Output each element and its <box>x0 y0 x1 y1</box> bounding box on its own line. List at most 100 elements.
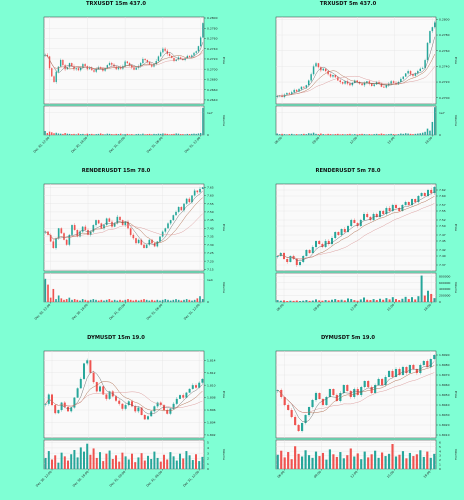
volume-bar <box>92 448 95 469</box>
moving-average-line <box>277 36 435 97</box>
volume-bar <box>106 133 109 135</box>
candle-body <box>195 51 197 53</box>
volume-bar <box>111 134 113 135</box>
volume-bar <box>60 298 63 302</box>
volume-tick-label: 1 <box>207 462 209 466</box>
x-tick-label: 18:00 <box>423 470 432 479</box>
volume-bar <box>286 301 289 302</box>
chart-title: RENDERUSDT 5m 78.0 <box>315 168 381 174</box>
volume-bar <box>331 299 333 302</box>
candle-body <box>71 225 73 235</box>
chart-panel: TRXUSDT 15m 437.0 0.2640 0.2660 0.2680 0.270… <box>0 0 232 166</box>
candle-body <box>99 386 101 392</box>
candle-body <box>302 256 305 262</box>
chart-panel: DYMUSDT 15m 19.0 1.802 1.804 1.806 1.808 1.81… <box>0 334 232 500</box>
volume-bar <box>113 299 116 302</box>
candle-body <box>135 238 137 244</box>
candle-body <box>411 199 413 205</box>
candle-body <box>426 42 429 61</box>
x-tick-label: 09:00 <box>313 470 322 479</box>
volume-bar <box>314 451 318 469</box>
volume-bar <box>191 133 193 135</box>
candle-body <box>400 78 402 83</box>
candle-body <box>388 208 391 211</box>
x-tick-label: Dec 31, 12:00 <box>184 136 202 154</box>
volume-bar <box>79 134 82 135</box>
candle-body <box>59 59 62 67</box>
candle-body <box>77 68 80 71</box>
price-tick-label: 0.2660 <box>207 88 218 92</box>
price-tick-label: 1.8020 <box>439 423 450 427</box>
volume-bar <box>124 134 126 135</box>
volume-bar <box>188 299 191 302</box>
volume-bar <box>197 133 200 135</box>
candle-body <box>420 193 423 196</box>
candle-body <box>73 66 75 70</box>
volume-bar <box>310 133 312 135</box>
volume-bar <box>53 133 55 135</box>
volume-bar <box>48 131 51 135</box>
candle-body <box>342 385 345 393</box>
volume-bar <box>299 301 301 302</box>
volume-bar <box>404 296 407 302</box>
x-tick-label: 06:00 <box>276 303 285 312</box>
candle-body <box>290 410 293 417</box>
candle-body <box>414 199 417 202</box>
candle-body <box>175 59 177 62</box>
candle-body <box>201 378 204 383</box>
volume-tick-label: 0 <box>439 300 441 304</box>
chart-panel: TRXUSDT 5m 437.0 0.2700 0.2720 0.2740 0.2760… <box>232 0 464 166</box>
price-tick-label: 0.2760 <box>207 37 218 41</box>
candle-body <box>412 365 415 369</box>
volume-bar <box>199 132 202 135</box>
volume-bar <box>62 133 64 135</box>
x-tick-label: 12:00 <box>349 136 358 145</box>
volume-bar <box>356 134 358 135</box>
volume-bar <box>315 299 317 302</box>
candle-body <box>417 196 420 202</box>
volume-bar <box>420 275 423 302</box>
volume-bar <box>281 133 283 135</box>
volume-bar <box>49 297 52 302</box>
volume-bar <box>99 452 101 469</box>
price-tick-label: 7.52 <box>439 218 446 222</box>
volume-bar <box>412 456 415 469</box>
candle-body <box>191 55 193 57</box>
price-tick-label: 0.2720 <box>439 80 450 84</box>
volume-bar <box>86 443 89 469</box>
candle-body <box>57 228 60 239</box>
moving-average-line <box>45 213 203 240</box>
volume-bar <box>391 444 394 469</box>
price-tick-label: 0.2800 <box>207 16 218 20</box>
price-tick-label: 7.35 <box>207 235 214 239</box>
volume-bar <box>289 300 292 302</box>
volume-bar <box>414 133 417 135</box>
volume-bar <box>179 134 182 135</box>
volume-bar <box>433 453 436 469</box>
price-tick-label: 7.65 <box>207 185 214 189</box>
candle-body <box>419 68 421 72</box>
volume-bar <box>93 134 95 135</box>
candle-body <box>346 81 349 84</box>
candlestick-chart: 7.37 7.40 7.42 7.45 7.47 7.50 7.52 7.55 7.57 7.60… <box>275 183 458 312</box>
moving-average-line <box>45 190 203 245</box>
price-axis-label: Price <box>222 391 226 398</box>
volume-bar <box>339 452 342 469</box>
volume-bar <box>89 454 92 469</box>
candle-body <box>157 56 160 62</box>
volume-bar <box>402 133 405 135</box>
volume-bar <box>168 134 171 135</box>
volume-bar <box>171 134 173 135</box>
volume-bar <box>172 299 175 302</box>
volume-bar <box>283 300 285 302</box>
volume-bar <box>91 133 93 135</box>
volume-bar <box>356 453 359 469</box>
candle-body <box>95 220 97 226</box>
price-tick-label: 1.808 <box>207 396 216 400</box>
candle-body <box>407 202 410 205</box>
price-tick-label: 7.30 <box>207 243 214 247</box>
candle-body <box>195 385 197 388</box>
candle-body <box>179 57 182 59</box>
volume-bar <box>276 133 278 135</box>
candle-body <box>128 63 131 66</box>
